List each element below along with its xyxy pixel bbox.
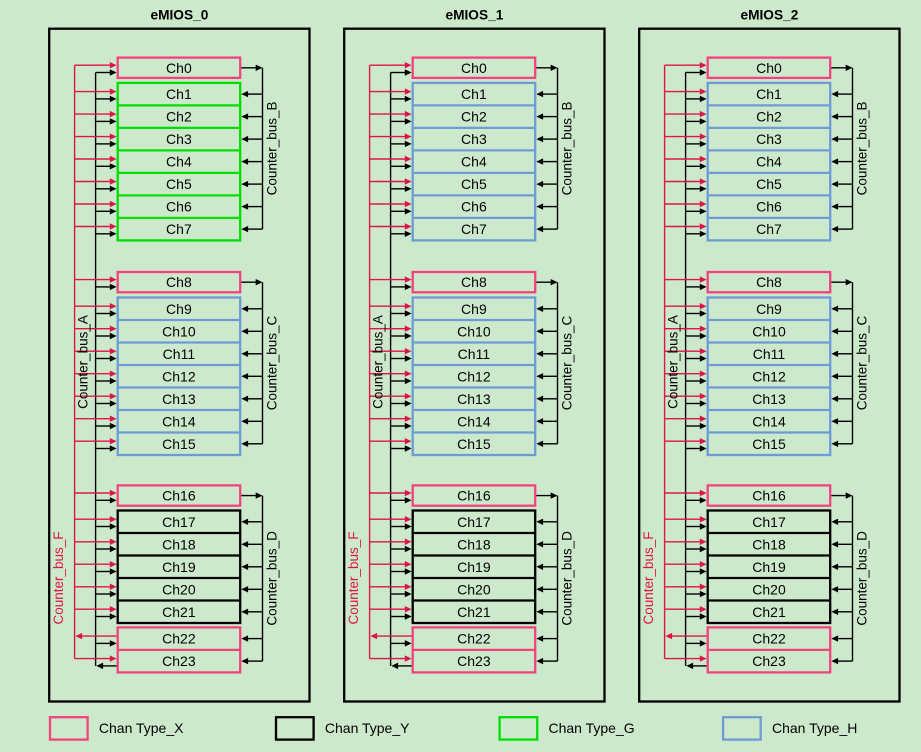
svg-text:Counter_bus_C: Counter_bus_C — [855, 315, 870, 410]
svg-text:Ch2: Ch2 — [166, 109, 192, 125]
svg-text:Ch5: Ch5 — [756, 176, 782, 192]
svg-text:Ch2: Ch2 — [461, 109, 487, 125]
svg-text:Ch5: Ch5 — [166, 176, 192, 192]
svg-text:Ch7: Ch7 — [461, 221, 487, 237]
svg-text:Ch23: Ch23 — [162, 653, 196, 669]
svg-text:Ch6: Ch6 — [461, 199, 487, 215]
svg-text:Chan Type_X: Chan Type_X — [99, 720, 184, 736]
svg-text:Ch14: Ch14 — [457, 413, 491, 429]
svg-text:Ch21: Ch21 — [457, 604, 491, 620]
svg-text:Ch16: Ch16 — [457, 488, 491, 504]
svg-text:Ch23: Ch23 — [752, 653, 786, 669]
svg-text:Counter_bus_A: Counter_bus_A — [75, 315, 90, 409]
svg-text:Ch19: Ch19 — [752, 559, 786, 575]
svg-text:Ch21: Ch21 — [162, 604, 196, 620]
svg-text:Ch11: Ch11 — [163, 346, 196, 362]
svg-text:Ch1: Ch1 — [756, 86, 782, 102]
svg-text:Chan Type_G: Chan Type_G — [549, 720, 635, 736]
svg-text:eMIOS_1: eMIOS_1 — [445, 8, 503, 23]
svg-text:Ch3: Ch3 — [756, 131, 782, 147]
svg-text:Ch9: Ch9 — [756, 301, 782, 317]
svg-text:Ch22: Ch22 — [162, 631, 196, 647]
svg-text:Ch10: Ch10 — [752, 323, 786, 339]
svg-text:Ch8: Ch8 — [756, 274, 782, 290]
svg-text:Ch12: Ch12 — [752, 368, 786, 384]
svg-text:Ch2: Ch2 — [756, 109, 782, 125]
svg-text:Ch15: Ch15 — [752, 436, 786, 452]
svg-text:Ch19: Ch19 — [162, 559, 196, 575]
svg-text:Ch16: Ch16 — [752, 488, 786, 504]
svg-text:Ch5: Ch5 — [461, 176, 487, 192]
svg-text:Ch13: Ch13 — [162, 391, 196, 407]
svg-text:Ch6: Ch6 — [166, 199, 192, 215]
svg-text:eMIOS_2: eMIOS_2 — [740, 8, 798, 23]
svg-text:Counter_bus_B: Counter_bus_B — [560, 101, 575, 195]
svg-text:Ch18: Ch18 — [162, 536, 196, 552]
svg-text:Ch17: Ch17 — [162, 514, 196, 530]
svg-text:Ch6: Ch6 — [756, 199, 782, 215]
svg-text:Counter_bus_B: Counter_bus_B — [855, 101, 870, 195]
svg-text:Ch9: Ch9 — [166, 301, 192, 317]
svg-text:Ch11: Ch11 — [458, 346, 491, 362]
svg-text:Counter_bus_C: Counter_bus_C — [560, 315, 575, 410]
svg-text:Ch22: Ch22 — [457, 631, 491, 647]
svg-text:Counter_bus_F: Counter_bus_F — [51, 531, 66, 624]
svg-text:Ch12: Ch12 — [457, 368, 491, 384]
svg-text:Ch21: Ch21 — [752, 604, 786, 620]
svg-text:Ch19: Ch19 — [457, 559, 491, 575]
svg-text:Ch8: Ch8 — [461, 274, 487, 290]
svg-text:Ch17: Ch17 — [752, 514, 786, 530]
svg-text:Ch20: Ch20 — [457, 581, 491, 597]
svg-text:Counter_bus_B: Counter_bus_B — [265, 101, 280, 195]
svg-text:Counter_bus_A: Counter_bus_A — [370, 315, 385, 409]
svg-text:Ch20: Ch20 — [162, 581, 196, 597]
svg-text:Ch20: Ch20 — [752, 581, 786, 597]
svg-text:Counter_bus_D: Counter_bus_D — [855, 531, 870, 626]
svg-text:Ch14: Ch14 — [162, 413, 196, 429]
svg-text:Ch1: Ch1 — [461, 86, 487, 102]
svg-text:Ch1: Ch1 — [166, 86, 192, 102]
svg-text:Ch4: Ch4 — [756, 154, 782, 170]
svg-text:Ch15: Ch15 — [162, 436, 196, 452]
svg-text:Ch9: Ch9 — [461, 301, 487, 317]
svg-text:Ch7: Ch7 — [166, 221, 192, 237]
svg-text:Counter_bus_F: Counter_bus_F — [346, 531, 361, 624]
svg-text:Ch0: Ch0 — [756, 60, 782, 76]
svg-text:Ch10: Ch10 — [457, 323, 491, 339]
svg-text:Ch15: Ch15 — [457, 436, 491, 452]
svg-text:Ch10: Ch10 — [162, 323, 196, 339]
svg-text:Ch18: Ch18 — [752, 536, 786, 552]
svg-text:Ch11: Ch11 — [753, 346, 786, 362]
svg-text:eMIOS_0: eMIOS_0 — [150, 8, 208, 23]
svg-text:Ch16: Ch16 — [162, 488, 196, 504]
svg-text:Chan Type_H: Chan Type_H — [772, 720, 857, 736]
svg-text:Chan Type_Y: Chan Type_Y — [325, 720, 410, 736]
svg-text:Ch12: Ch12 — [162, 368, 196, 384]
svg-text:Ch0: Ch0 — [461, 60, 487, 76]
svg-text:Ch8: Ch8 — [166, 274, 192, 290]
svg-text:Ch17: Ch17 — [457, 514, 491, 530]
svg-text:Counter_bus_D: Counter_bus_D — [265, 531, 280, 626]
svg-text:Counter_bus_A: Counter_bus_A — [665, 315, 680, 409]
svg-text:Ch4: Ch4 — [166, 154, 192, 170]
svg-text:Ch4: Ch4 — [461, 154, 487, 170]
svg-text:Ch13: Ch13 — [752, 391, 786, 407]
svg-text:Ch22: Ch22 — [752, 631, 786, 647]
svg-text:Ch18: Ch18 — [457, 536, 491, 552]
svg-text:Ch3: Ch3 — [461, 131, 487, 147]
svg-text:Counter_bus_F: Counter_bus_F — [641, 531, 656, 624]
svg-text:Counter_bus_D: Counter_bus_D — [560, 531, 575, 626]
svg-text:Ch3: Ch3 — [166, 131, 192, 147]
svg-text:Ch13: Ch13 — [457, 391, 491, 407]
svg-text:Ch0: Ch0 — [166, 60, 192, 76]
svg-text:Ch14: Ch14 — [752, 413, 786, 429]
svg-text:Ch23: Ch23 — [457, 653, 491, 669]
svg-text:Ch7: Ch7 — [756, 221, 782, 237]
svg-text:Counter_bus_C: Counter_bus_C — [265, 315, 280, 410]
